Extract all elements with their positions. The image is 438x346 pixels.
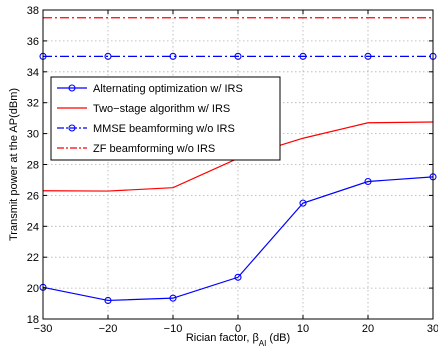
data-point [299,52,307,60]
data-point [169,294,177,302]
legend-label-0: Alternating optimization w/ IRS [93,83,243,95]
y-tick-label: 24 [27,221,39,233]
legend-box [50,76,281,161]
legend: Alternating optimization w/ IRS Two−stage… [50,76,281,161]
x-tick-label: 10 [297,323,309,335]
ticks: −30 −20 −10 0 10 20 30 18 20 22 24 26 28 30 32 34 36 38 [27,5,438,335]
series-layer [39,17,437,305]
y-axis-label: Transmit power at the AP(dBm) [8,88,20,241]
x-axis-label-main: Rician factor, β [186,332,259,344]
data-point [234,273,242,281]
x-tick-label: 0 [235,323,241,335]
data-point [364,177,372,186]
y-tick-label: 22 [27,252,39,264]
x-tick-label: −30 [34,323,53,335]
x-axis-label-tail: (dB) [266,332,290,344]
y-tick-label: 38 [27,5,39,17]
legend-marker-2 [68,124,76,132]
x-tick-label: 30 [427,323,438,335]
y-tick-label: 32 [27,98,39,110]
legend-label-2: MMSE beamforming w/o IRS [93,123,235,135]
x-axis-label-sub: AI [259,339,267,346]
data-point [104,296,112,305]
y-tick-label: 20 [27,283,39,295]
data-point [364,52,372,60]
data-point [299,199,307,207]
legend-marker-0 [68,84,76,92]
x-tick-label: −10 [164,323,183,335]
data-point [169,52,177,60]
y-tick-label: 36 [27,36,39,48]
legend-label-1: Two−stage algorithm w/ IRS [93,103,230,115]
legend-label-3: ZF beamforming w/o IRS [93,143,215,155]
series-line [42,176,434,302]
y-tick-label: 26 [27,190,39,202]
y-tick-label: 34 [27,67,39,79]
data-point [234,52,242,60]
data-point [104,52,112,60]
x-tick-label: −20 [99,323,118,335]
y-tick-label: 30 [27,129,39,141]
y-tick-label: 18 [27,314,39,326]
y-tick-label: 28 [27,160,39,172]
x-axis-label: Rician factor, βAI (dB) [186,332,290,346]
x-tick-label: 20 [362,323,374,335]
